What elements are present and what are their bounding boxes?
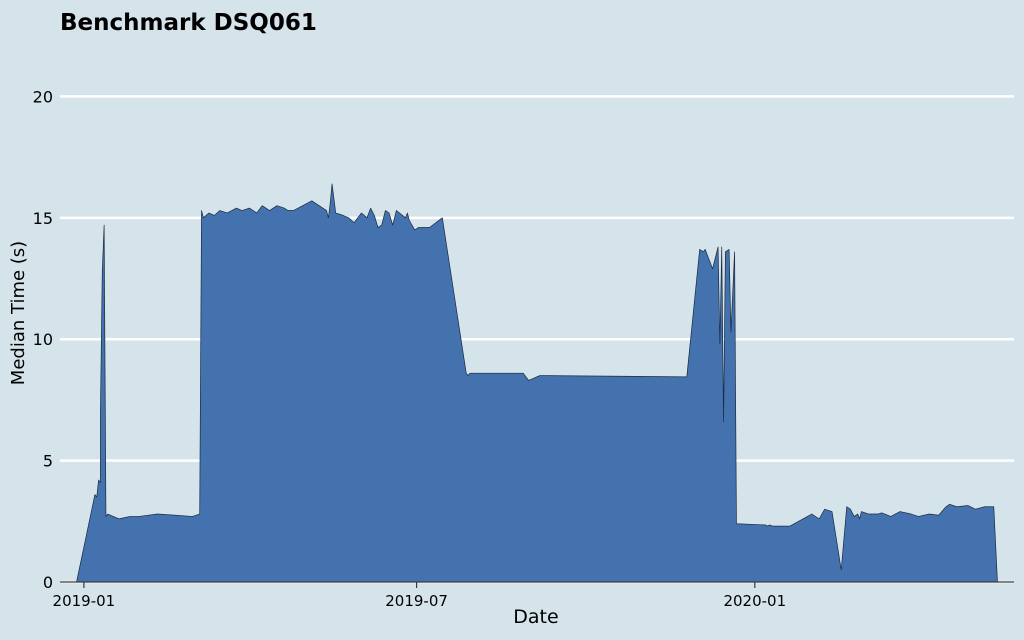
y-tick-label: 20 — [33, 87, 53, 106]
chart-title: Benchmark DSQ061 — [60, 10, 317, 36]
x-tick-label: 2019-01 — [53, 592, 116, 610]
data-area — [76, 183, 998, 583]
y-tick-label: 15 — [33, 209, 53, 228]
x-tick-label: 2020-01 — [723, 592, 786, 610]
x-tick-labels: 2019-01 2019-07 2020-01 — [53, 582, 786, 610]
y-axis-label: Median Time (s) — [8, 241, 29, 385]
x-tick-label: 2019-07 — [385, 592, 448, 610]
y-tick-label: 0 — [43, 573, 53, 592]
y-tick-label: 5 — [43, 452, 53, 471]
x-axis-label: Date — [513, 606, 558, 628]
y-tick-label: 10 — [33, 330, 53, 349]
y-tick-labels: 0 5 10 15 20 — [33, 87, 53, 592]
median-time-area — [76, 183, 998, 583]
